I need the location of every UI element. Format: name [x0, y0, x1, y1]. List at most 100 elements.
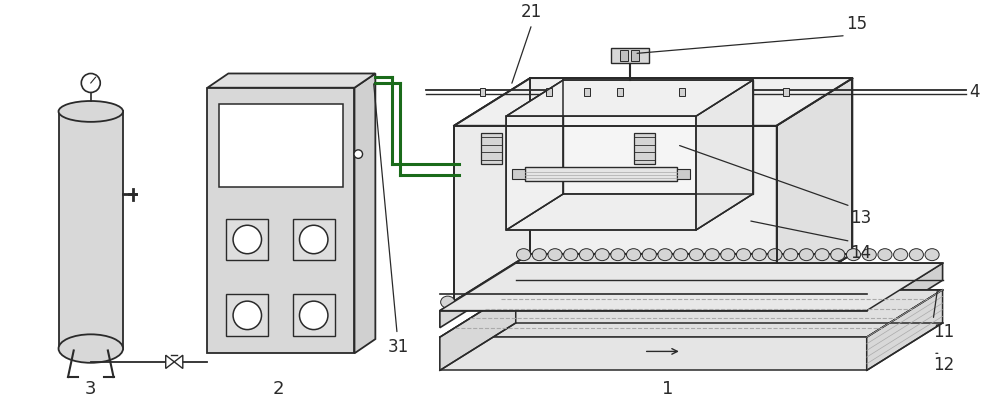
Polygon shape: [440, 290, 943, 337]
Ellipse shape: [705, 249, 719, 261]
Ellipse shape: [642, 249, 656, 261]
Bar: [293, 218, 335, 260]
Text: 15: 15: [846, 15, 867, 33]
Text: 4: 4: [969, 83, 980, 100]
Ellipse shape: [833, 296, 848, 308]
Polygon shape: [777, 78, 852, 301]
Bar: [677, 169, 690, 179]
Polygon shape: [563, 80, 753, 194]
Ellipse shape: [689, 249, 703, 261]
Polygon shape: [867, 263, 943, 328]
Ellipse shape: [721, 249, 735, 261]
Ellipse shape: [519, 296, 533, 308]
Ellipse shape: [532, 249, 546, 261]
Bar: [219, 104, 343, 188]
Ellipse shape: [441, 296, 455, 308]
Bar: [440, 337, 867, 370]
Polygon shape: [506, 80, 753, 116]
Polygon shape: [454, 78, 852, 126]
Circle shape: [299, 225, 328, 254]
Circle shape: [354, 150, 363, 158]
Polygon shape: [454, 254, 852, 301]
Ellipse shape: [818, 296, 832, 308]
Text: 31: 31: [387, 338, 409, 356]
Bar: [634, 133, 655, 164]
Ellipse shape: [878, 249, 892, 261]
Bar: [631, 50, 639, 61]
Bar: [226, 294, 268, 336]
Ellipse shape: [503, 296, 518, 308]
Ellipse shape: [611, 249, 625, 261]
Ellipse shape: [551, 296, 565, 308]
Ellipse shape: [786, 296, 800, 308]
Bar: [59, 112, 123, 349]
Bar: [546, 88, 552, 96]
Ellipse shape: [771, 296, 785, 308]
Ellipse shape: [815, 249, 829, 261]
Circle shape: [233, 225, 262, 254]
Ellipse shape: [658, 249, 672, 261]
Ellipse shape: [692, 296, 706, 308]
Circle shape: [299, 301, 328, 330]
Ellipse shape: [925, 249, 939, 261]
Text: 12: 12: [933, 356, 954, 374]
Polygon shape: [867, 290, 943, 370]
Ellipse shape: [548, 249, 562, 261]
Ellipse shape: [598, 296, 612, 308]
Ellipse shape: [894, 249, 908, 261]
Ellipse shape: [456, 296, 470, 308]
Ellipse shape: [517, 249, 531, 261]
Ellipse shape: [676, 296, 690, 308]
Polygon shape: [506, 80, 563, 230]
Polygon shape: [696, 80, 753, 230]
Bar: [512, 169, 525, 179]
Ellipse shape: [831, 249, 845, 261]
Bar: [226, 218, 268, 260]
Ellipse shape: [579, 249, 594, 261]
Ellipse shape: [784, 249, 798, 261]
Ellipse shape: [613, 296, 628, 308]
Ellipse shape: [752, 249, 766, 261]
Polygon shape: [440, 290, 516, 370]
Polygon shape: [207, 74, 375, 88]
Ellipse shape: [472, 296, 486, 308]
Bar: [454, 126, 777, 301]
Ellipse shape: [862, 249, 876, 261]
Text: 3: 3: [85, 380, 97, 398]
Text: 1: 1: [662, 380, 673, 398]
Polygon shape: [454, 78, 530, 301]
Ellipse shape: [802, 296, 816, 308]
Polygon shape: [354, 74, 375, 353]
Bar: [293, 294, 335, 336]
Bar: [620, 50, 628, 61]
Text: 11: 11: [933, 323, 954, 341]
Polygon shape: [174, 355, 183, 368]
Ellipse shape: [645, 296, 659, 308]
Bar: [611, 48, 649, 63]
Ellipse shape: [59, 335, 123, 363]
Ellipse shape: [799, 249, 813, 261]
Polygon shape: [440, 263, 943, 311]
Polygon shape: [440, 263, 516, 328]
Ellipse shape: [661, 296, 675, 308]
Ellipse shape: [846, 249, 861, 261]
Text: 14: 14: [851, 244, 872, 262]
Ellipse shape: [739, 296, 753, 308]
Text: 13: 13: [851, 209, 872, 227]
Ellipse shape: [566, 296, 580, 308]
Bar: [679, 88, 685, 96]
Bar: [584, 88, 590, 96]
Bar: [207, 88, 354, 353]
Ellipse shape: [674, 249, 688, 261]
Ellipse shape: [564, 249, 578, 261]
Ellipse shape: [755, 296, 769, 308]
Ellipse shape: [582, 296, 596, 308]
Ellipse shape: [708, 296, 722, 308]
Text: 21: 21: [521, 3, 542, 21]
Ellipse shape: [595, 249, 609, 261]
Ellipse shape: [849, 296, 863, 308]
Bar: [617, 88, 623, 96]
Ellipse shape: [629, 296, 643, 308]
Ellipse shape: [535, 296, 549, 308]
Bar: [480, 88, 485, 96]
